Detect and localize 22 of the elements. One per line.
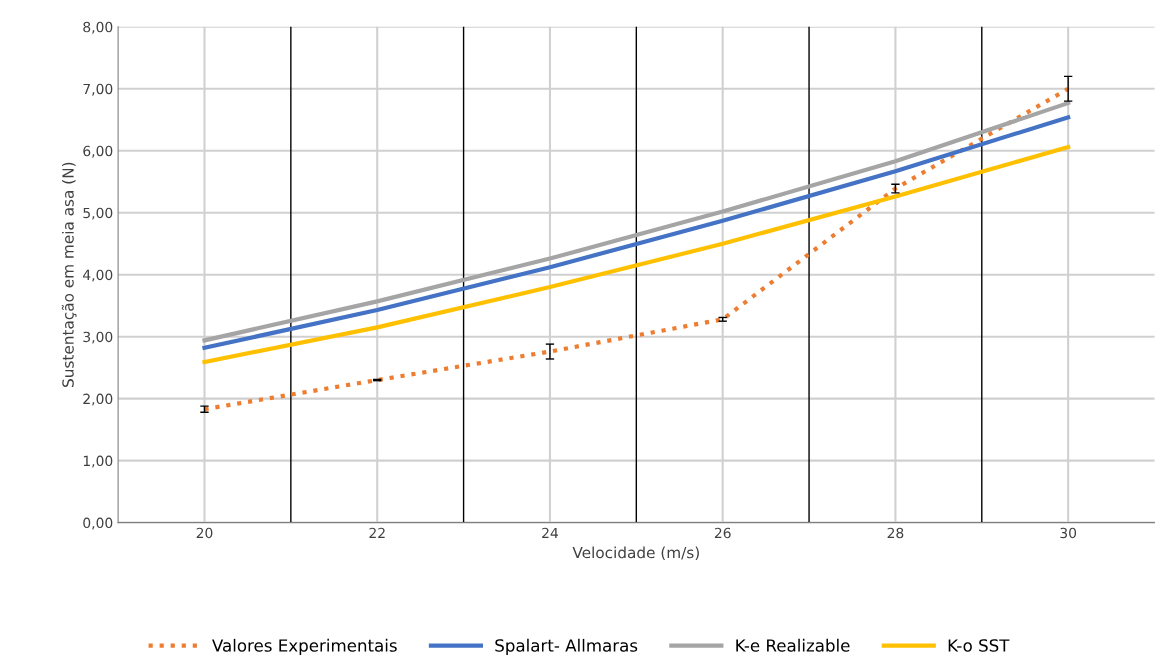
- line-series: [202, 144, 1071, 365]
- legend-label: Valores Experimentais: [212, 638, 397, 655]
- x-axis-title: Velocidade (m/s): [572, 546, 699, 561]
- y-tick-label: 0,00: [83, 517, 113, 530]
- x-tick-label: 28: [887, 527, 904, 539]
- x-tick-label: 24: [542, 527, 559, 539]
- y-tick-label: 4,00: [83, 269, 113, 282]
- y-axis-title: Sustentação em meia asa (N): [61, 162, 77, 387]
- x-tick-label: 22: [369, 527, 385, 539]
- y-tick-label: 8,00: [83, 21, 113, 34]
- y-tick-label: 3,00: [83, 331, 113, 344]
- y-tick-label: 1,00: [83, 455, 113, 468]
- y-tick-label: 5,00: [83, 207, 113, 220]
- legend-label: K-o SST: [948, 639, 1010, 652]
- y-tick-label: 6,00: [83, 145, 113, 158]
- x-tick-label: 20: [196, 527, 213, 539]
- legend-label: K-e Realizable: [736, 638, 850, 652]
- legend-label: Spalart- Allmaras: [495, 638, 638, 655]
- x-tick-label: 26: [714, 527, 731, 539]
- y-tick-label: 2,00: [83, 393, 113, 406]
- x-tick-label: 30: [1060, 527, 1077, 539]
- y-tick-label: 7,00: [83, 83, 113, 96]
